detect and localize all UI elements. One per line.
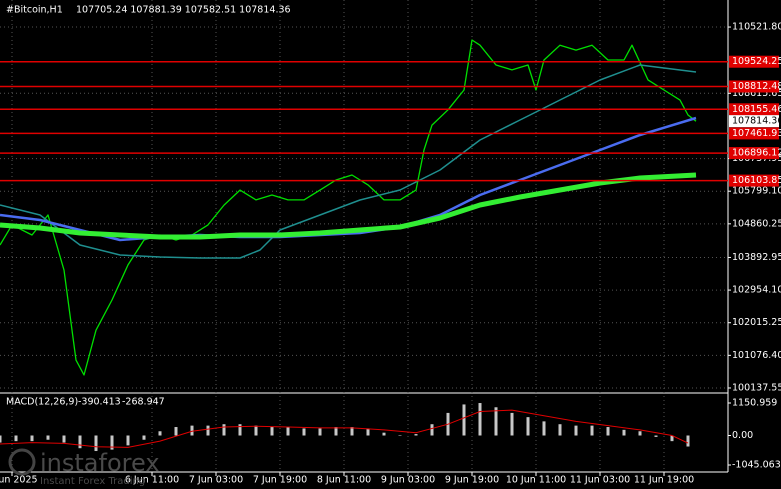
- level-label-bg: [729, 147, 779, 160]
- y-tick-label: -1045.063: [732, 460, 781, 471]
- histogram-bar: [142, 435, 146, 440]
- level-label: 108812.48: [732, 81, 781, 92]
- histogram-bar: [94, 435, 98, 452]
- level-label-bg: [729, 127, 779, 140]
- histogram-bar: [526, 417, 530, 436]
- histogram-bar: [0, 435, 2, 443]
- histogram-bar: [206, 425, 210, 436]
- histogram-bar: [542, 421, 546, 436]
- histogram-bar: [478, 403, 482, 436]
- histogram-bar: [590, 425, 594, 436]
- x-tick-label: 6 Jun 11:00: [125, 475, 179, 486]
- watermark: instaforex Instant Forex Trading: [8, 448, 160, 487]
- level-label: 108155.46: [732, 104, 781, 115]
- histogram-bar: [494, 407, 498, 436]
- series-line: [0, 172, 697, 240]
- histogram-bar: [398, 435, 402, 436]
- watermark-tagline: Instant Forex Trading: [40, 476, 145, 487]
- histogram-bar: [622, 429, 626, 436]
- y-tick-label: 103892.95: [732, 252, 781, 263]
- histogram-bar: [14, 435, 18, 442]
- histogram-bar: [430, 424, 434, 436]
- histogram-bar: [238, 424, 242, 436]
- histogram-bar: [574, 425, 578, 436]
- signal-line: [0, 409, 689, 448]
- histogram-bar: [382, 432, 386, 436]
- y-tick-label: 100137.55: [732, 382, 781, 393]
- indicator-value: -268.947: [122, 397, 165, 408]
- level-label-bg: [729, 174, 779, 187]
- histogram-bar: [110, 435, 114, 450]
- y-tick-label: 102015.25: [732, 317, 781, 328]
- x-tick-label: 7 Jun 03:00: [189, 475, 243, 486]
- y-tick-label: 110521.80: [732, 22, 781, 33]
- ohlc-text: 107705.24 107881.39 107582.51 107814.36: [76, 5, 291, 16]
- histogram-bar: [302, 428, 306, 436]
- level-label: 107461.93: [732, 128, 781, 139]
- histogram-bar: [510, 412, 514, 436]
- histogram-bar: [46, 435, 50, 440]
- histogram-bar: [462, 404, 466, 436]
- y-tick-label: 1150.959: [732, 398, 777, 409]
- histogram-bar: [334, 427, 338, 436]
- x-tick-label: 9 Jun 19:00: [445, 475, 499, 486]
- histogram-bar: [78, 435, 82, 449]
- current-price-label: 107814.36: [732, 116, 781, 127]
- histogram-bar: [414, 434, 418, 436]
- y-tick-label: 102954.10: [732, 285, 781, 296]
- x-tick-label: 11 Jun 19:00: [634, 475, 694, 486]
- histogram-bar: [174, 427, 178, 436]
- y-tick-label: 101076.40: [732, 350, 781, 361]
- indicator-value: -390.413: [78, 397, 121, 408]
- level-label-bg: [729, 55, 779, 68]
- watermark-brand: instaforex: [40, 449, 160, 477]
- histogram-bar: [366, 428, 370, 436]
- histogram-bar: [686, 435, 690, 447]
- histogram-bar: [254, 425, 258, 436]
- histogram-bar: [670, 435, 674, 442]
- series-line: [0, 39, 697, 376]
- histogram-bar: [190, 425, 194, 436]
- x-tick-label: 8 Jun 11:00: [317, 475, 371, 486]
- histogram-bar: [62, 435, 66, 443]
- current-price-bg: [729, 115, 779, 128]
- x-tick-label: 9 Jun 03:00: [381, 475, 435, 486]
- x-tick-label: 10 Jun 11:00: [506, 475, 566, 486]
- histogram-bar: [654, 435, 658, 437]
- x-tick-label: 11 Jun 03:00: [570, 475, 630, 486]
- level-label: 109524.25: [732, 56, 781, 67]
- x-tick-label: 5 Jun 2025: [0, 475, 38, 486]
- histogram-bar: [286, 427, 290, 436]
- histogram-bar: [158, 431, 162, 436]
- y-tick-label: 0.00: [732, 430, 753, 441]
- y-tick-label: 104860.25: [732, 218, 781, 229]
- chart-title: #Bitcoin,H1: [6, 5, 63, 16]
- histogram-bar: [558, 424, 562, 436]
- y-tick-label: 105799.10: [732, 186, 781, 197]
- histogram-bar: [270, 427, 274, 436]
- histogram-bar: [638, 431, 642, 436]
- level-label-bg: [729, 80, 779, 93]
- level-label: 106103.85: [732, 175, 781, 186]
- indicator-title: MACD(12,26,9): [6, 397, 78, 408]
- histogram-bar: [350, 427, 354, 436]
- histogram-bar: [126, 435, 130, 446]
- y-tick-label: 108615.65: [732, 88, 781, 99]
- series-line: [0, 64, 697, 259]
- histogram-bar: [606, 427, 610, 436]
- level-label-bg: [729, 103, 779, 116]
- histogram-bar: [318, 428, 322, 436]
- level-label: 106896.12: [732, 148, 781, 159]
- x-tick-label: 7 Jun 19:00: [253, 475, 307, 486]
- histogram-bar: [30, 435, 34, 442]
- histogram-bar: [222, 424, 226, 436]
- watermark-logo: [8, 448, 36, 476]
